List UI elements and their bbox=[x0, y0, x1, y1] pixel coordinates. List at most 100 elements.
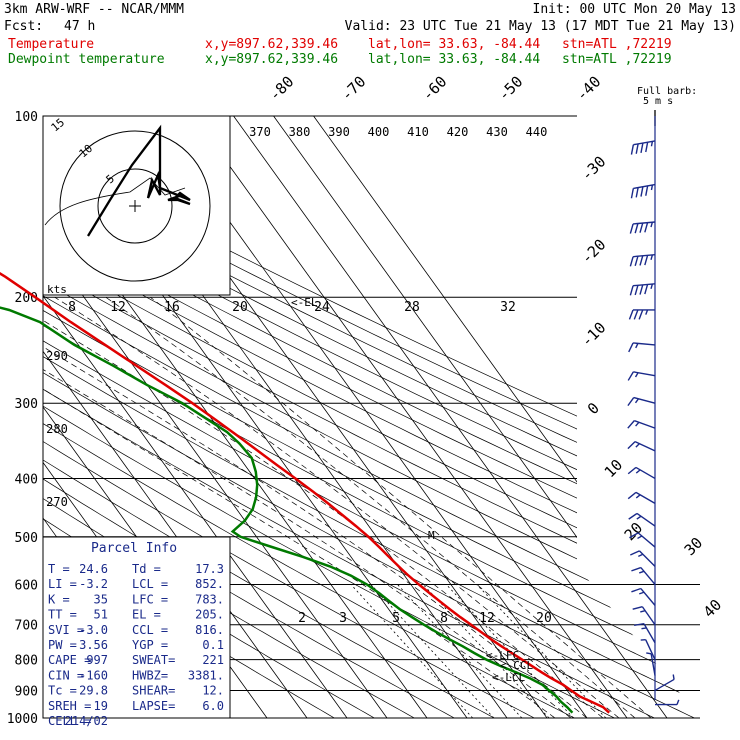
theta-tick-label: 410 bbox=[407, 125, 429, 139]
theta-left-tick-label: 290 bbox=[46, 349, 68, 363]
dry-adiabat-line bbox=[43, 116, 700, 718]
wind-barb-staff bbox=[641, 606, 656, 626]
pressure-tick-label: 600 bbox=[15, 578, 38, 593]
dry-adiabat-line bbox=[43, 116, 700, 718]
dry-adiabat-line bbox=[43, 116, 700, 718]
theta-tick-label: 400 bbox=[368, 125, 390, 139]
wind-barb-staff bbox=[635, 491, 656, 504]
wind-barb bbox=[640, 639, 656, 660]
legend-temperature-latlon: lat,lon= 33.63, -84.44 bbox=[368, 37, 541, 52]
legend-dewpoint-name: Dewpoint temperature bbox=[8, 52, 165, 67]
legend-dewpoint-stn: stn=ATL ,72219 bbox=[562, 52, 672, 67]
parcel-row-value: 997 bbox=[86, 653, 108, 667]
theta-tick-label: 420 bbox=[447, 125, 469, 139]
wind-key-unit: 5 m s bbox=[643, 96, 673, 107]
wind-barb bbox=[627, 396, 656, 407]
wind-barb-feather bbox=[646, 652, 652, 655]
wind-barb-feather bbox=[644, 255, 649, 266]
wind-barb bbox=[629, 254, 656, 267]
wind-barb-feather bbox=[639, 570, 645, 574]
parcel-row-label2: CCL = bbox=[132, 623, 168, 637]
wind-barb bbox=[631, 587, 656, 606]
isotherm-tick-label: -80 bbox=[266, 73, 298, 105]
isotherm-line bbox=[193, 116, 628, 718]
wind-barb-staff bbox=[634, 440, 656, 452]
parcel-info-frame bbox=[42, 536, 231, 719]
wind-barb-feather bbox=[630, 550, 640, 556]
wind-barb-staff bbox=[633, 254, 656, 258]
hodograph-kts-label: kts bbox=[47, 283, 67, 296]
wind-barb-feather bbox=[644, 222, 649, 233]
wind-barb-feather bbox=[631, 587, 642, 593]
isotherm-tick-label: -30 bbox=[578, 153, 610, 185]
wind-barb-feather bbox=[635, 187, 639, 198]
wind-barb bbox=[634, 623, 656, 644]
wind-barb-feather bbox=[639, 255, 644, 266]
wind-barb-staff bbox=[633, 221, 656, 225]
dry-adiabat-line bbox=[43, 116, 700, 718]
wind-barb-feather bbox=[628, 342, 634, 353]
wind-barb bbox=[627, 371, 656, 381]
dewpoint-profile bbox=[0, 306, 574, 714]
wind-barb-feather bbox=[672, 674, 675, 680]
wind-barb-feather bbox=[627, 371, 634, 381]
parcel-row-label2: EL = bbox=[132, 608, 161, 622]
wind-barb-feather bbox=[627, 420, 635, 429]
isotherm-tick-label: 30 bbox=[681, 534, 707, 560]
dry-adiabat-line bbox=[43, 116, 700, 718]
wind-barb-staff bbox=[633, 342, 656, 346]
pressure-tick-label: 200 bbox=[15, 291, 38, 306]
wind-barb-feather bbox=[629, 223, 634, 234]
wind-barb-feather bbox=[631, 566, 642, 572]
pressure-tick-label: 800 bbox=[15, 654, 38, 669]
wind-barb-feather bbox=[641, 627, 647, 630]
parcel-row-value: -160 bbox=[79, 668, 108, 682]
wind-barb bbox=[631, 566, 656, 585]
wind-barb bbox=[627, 466, 656, 480]
isotherm-tick-label: -20 bbox=[578, 236, 610, 268]
wind-barb bbox=[628, 309, 655, 320]
wind-barb-feather bbox=[629, 532, 639, 539]
dry-adiabat-line bbox=[43, 116, 695, 718]
wind-barb bbox=[632, 606, 656, 626]
parcel-row-label: SREH = bbox=[48, 699, 91, 713]
theta-left-tick-label: 280 bbox=[46, 422, 68, 436]
lfc-marker: <-LFC bbox=[486, 649, 519, 662]
wind-key-title: Full barb: bbox=[637, 86, 697, 97]
moist-adiabat-line bbox=[43, 296, 572, 718]
wind-barb-feather bbox=[635, 469, 641, 474]
wind-barb-feather bbox=[635, 494, 641, 499]
wind-barb-feather bbox=[645, 142, 649, 153]
parcel-row-value: 51 bbox=[94, 608, 108, 622]
parcel-row-label: Tc = bbox=[48, 684, 77, 698]
temperature-profile bbox=[0, 272, 611, 714]
wind-barb-feather bbox=[650, 254, 654, 260]
wind-barb-feather bbox=[637, 535, 643, 540]
dry-adiabat-line bbox=[43, 116, 700, 718]
isotherm-tick-label: -60 bbox=[419, 73, 451, 105]
parcel-row-label: CIN = bbox=[48, 668, 84, 682]
mixing-ratio-lower-label: 3 bbox=[339, 611, 347, 626]
mixing-ratio-upper-label: 28 bbox=[404, 300, 420, 315]
parcel-row-label: SVI = bbox=[48, 623, 84, 637]
wind-barb-staff bbox=[633, 283, 656, 287]
wind-barb-feather bbox=[627, 397, 635, 407]
wind-barb-staff bbox=[643, 623, 656, 644]
parcel-row-value2: 17.3 bbox=[195, 562, 224, 576]
wind-barb-staff bbox=[640, 567, 656, 585]
parcel-row-label2: LCL = bbox=[132, 577, 168, 591]
theta-tick-label: 430 bbox=[486, 125, 508, 139]
parcel-row-label: CAPE = bbox=[48, 653, 91, 667]
wind-barb bbox=[655, 699, 680, 706]
isotherm-line bbox=[233, 116, 668, 718]
wind-barb-feather bbox=[640, 186, 644, 197]
mixing-ratio-line bbox=[370, 584, 495, 718]
parcel-row-label2: Td = bbox=[132, 562, 161, 576]
parcel-row-value2: 816. bbox=[195, 623, 224, 637]
wind-barb-feather bbox=[634, 372, 639, 378]
wind-barb-feather bbox=[627, 441, 636, 450]
dry-adiabat-line bbox=[43, 116, 655, 718]
hodograph-ring bbox=[97, 168, 173, 244]
parcel-row-label2: LAPSE= bbox=[132, 699, 175, 713]
